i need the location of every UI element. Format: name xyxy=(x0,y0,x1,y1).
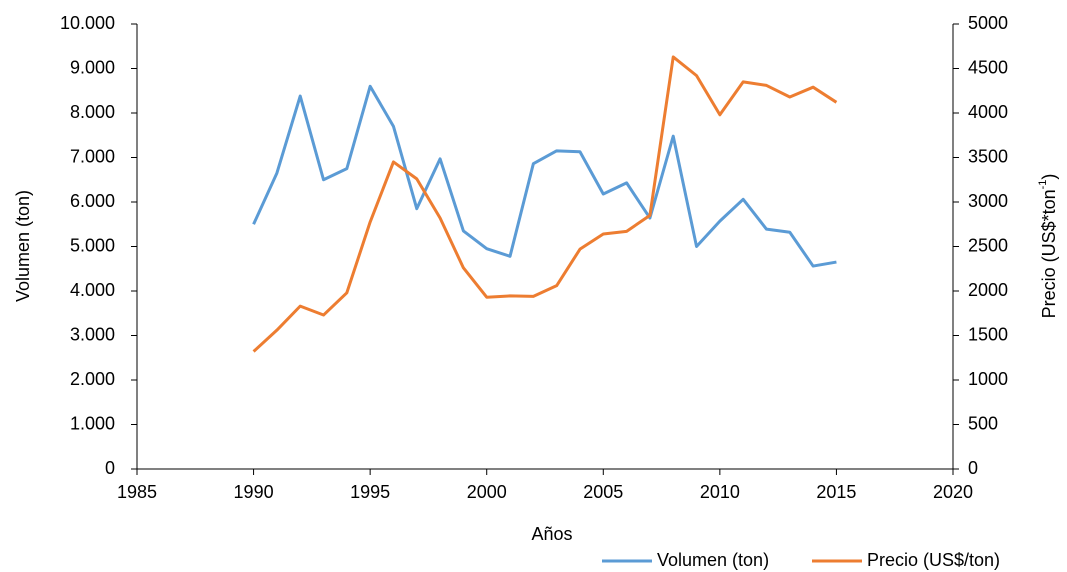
series-line xyxy=(252,84,837,268)
x-tick-label: 2020 xyxy=(933,482,973,502)
x-tick-label: 1990 xyxy=(234,482,274,502)
y2-tick-label: 2500 xyxy=(968,235,1008,255)
y-tick-label: 9.000 xyxy=(70,57,115,77)
legend-label: Volumen (ton) xyxy=(657,550,769,570)
y2-tick-label: 2000 xyxy=(968,280,1008,300)
y2-tick-label: 500 xyxy=(968,413,998,433)
y-tick-label: 1.000 xyxy=(70,413,115,433)
y-axis-title: Volumen (ton) xyxy=(13,190,33,302)
x-tick-label: 2000 xyxy=(467,482,507,502)
y2-tick-label: 4000 xyxy=(968,102,1008,122)
x-tick-label: 2005 xyxy=(583,482,623,502)
y2-title-end: ) xyxy=(1039,174,1059,180)
y-tick-label: 5.000 xyxy=(70,235,115,255)
y-tick-label: 10.000 xyxy=(60,13,115,33)
y-tick-label: 7.000 xyxy=(70,146,115,166)
legend-label: Precio (US$/ton) xyxy=(867,550,1000,570)
x-tick-label: 1995 xyxy=(350,482,390,502)
y2-tick-label: 5000 xyxy=(968,13,1008,33)
x-tick-label: 2010 xyxy=(700,482,740,502)
y-tick-label: 2.000 xyxy=(70,369,115,389)
y2-axis-title: Precio (US$*ton-1) xyxy=(1037,174,1059,319)
x-axis-title: Años xyxy=(531,524,572,544)
y2-title-sup: -1 xyxy=(1037,180,1049,190)
y2-tick-label: 3000 xyxy=(968,191,1008,211)
y-tick-label: 4.000 xyxy=(70,280,115,300)
y-tick-label: 6.000 xyxy=(70,191,115,211)
y2-tick-label: 1000 xyxy=(968,369,1008,389)
y-tick-label: 3.000 xyxy=(70,324,115,344)
y-tick-label: 0 xyxy=(105,458,115,478)
series-line xyxy=(252,55,838,353)
y2-tick-label: 3500 xyxy=(968,146,1008,166)
y2-title-main: Precio (US$*ton xyxy=(1039,189,1059,318)
x-tick-label: 2015 xyxy=(816,482,856,502)
y-tick-label: 8.000 xyxy=(70,102,115,122)
y2-tick-label: 1500 xyxy=(968,324,1008,344)
x-tick-label: 1985 xyxy=(117,482,157,502)
y2-tick-label: 4500 xyxy=(968,57,1008,77)
y2-tick-label: 0 xyxy=(968,458,978,478)
